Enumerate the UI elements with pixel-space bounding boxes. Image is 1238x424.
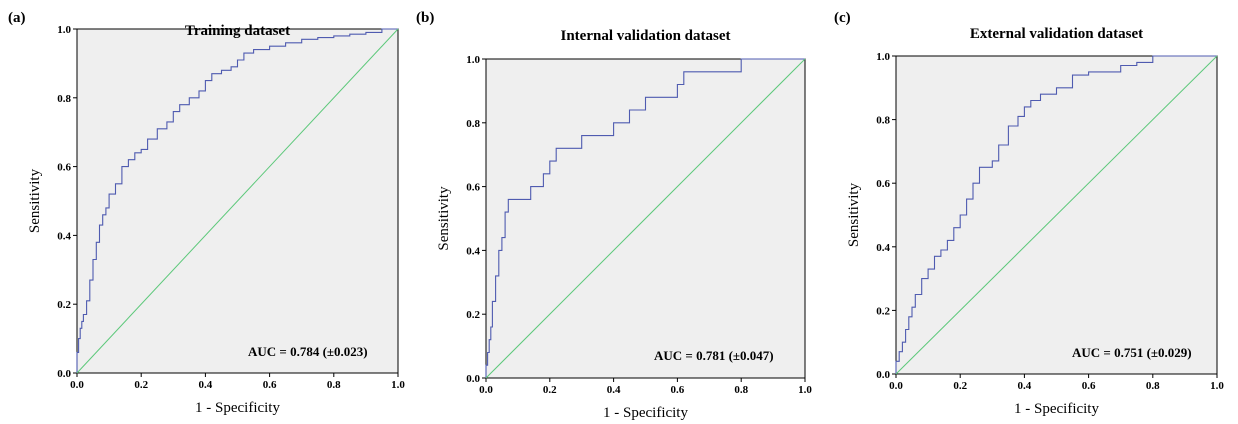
y-tick-label: 0.2 bbox=[57, 299, 71, 311]
x-tick-label: 0.0 bbox=[70, 379, 84, 391]
y-tick-label: 0.0 bbox=[466, 373, 480, 385]
roc-curve bbox=[485, 58, 805, 378]
y-axis-label: Sensitivity bbox=[27, 168, 43, 233]
auc-annotation: AUC = 0.781 (±0.047) bbox=[654, 348, 774, 363]
x-tick-label: 1.0 bbox=[1210, 380, 1224, 392]
x-tick-label: 0.0 bbox=[479, 384, 493, 396]
roc-curve bbox=[76, 28, 398, 373]
roc-panel-b: (b) Internal validation dataset 0.0 0.2 0.4 0… bbox=[416, 10, 812, 421]
y-tick-label: 0.8 bbox=[876, 115, 890, 127]
y-tick-label: 0.8 bbox=[466, 118, 480, 130]
y-tick-label: 0.6 bbox=[466, 182, 480, 194]
roc-panel-a: (a) Training dataset 0.0 0.2 0.4 0.6 0.8 1.0 0.0… bbox=[8, 10, 405, 416]
panel-letter: (b) bbox=[416, 10, 434, 26]
y-tick-label: 0.6 bbox=[876, 178, 890, 190]
x-tick-label: 0.2 bbox=[543, 384, 557, 396]
y-tick-label: 0.2 bbox=[876, 305, 890, 317]
x-tick-label: 0.6 bbox=[263, 379, 277, 391]
y-tick-label: 0.8 bbox=[57, 93, 71, 105]
x-axis-label: 1 - Specificity bbox=[603, 405, 688, 421]
roc-panel-c: (c) External validation dataset 0.0 0.2 0.4 0… bbox=[834, 10, 1224, 417]
y-axis-label: Sensitivity bbox=[846, 182, 862, 247]
x-tick-label: 0.4 bbox=[199, 379, 213, 391]
y-tick-label: 0.6 bbox=[57, 162, 71, 174]
x-tick-label: 0.8 bbox=[1146, 380, 1160, 392]
y-tick-label: 0.0 bbox=[57, 368, 71, 380]
roc-curve bbox=[895, 55, 1217, 374]
auc-annotation: AUC = 0.751 (±0.029) bbox=[1072, 345, 1192, 360]
x-tick-label: 0.6 bbox=[671, 384, 685, 396]
x-tick-label: 0.0 bbox=[889, 380, 903, 392]
panel-letter: (a) bbox=[8, 10, 26, 26]
chart-title: Internal validation dataset bbox=[560, 28, 730, 44]
y-tick-label: 0.0 bbox=[876, 369, 890, 381]
x-tick-label: 0.6 bbox=[1082, 380, 1096, 392]
x-tick-label: 0.4 bbox=[1018, 380, 1032, 392]
x-tick-label: 1.0 bbox=[798, 384, 812, 396]
chart-title: External validation dataset bbox=[970, 26, 1143, 42]
x-tick-label: 0.2 bbox=[953, 380, 967, 392]
reference-diagonal bbox=[76, 28, 399, 374]
y-tick-label: 0.4 bbox=[57, 230, 71, 242]
reference-diagonal bbox=[895, 55, 1218, 375]
y-tick-label: 0.4 bbox=[466, 245, 480, 257]
panel-letter: (c) bbox=[834, 10, 851, 26]
y-tick-label: 1.0 bbox=[57, 24, 71, 36]
y-tick-label: 1.0 bbox=[876, 51, 890, 63]
y-tick-label: 0.2 bbox=[466, 309, 480, 321]
auc-annotation: AUC = 0.784 (±0.023) bbox=[248, 344, 368, 359]
x-axis-label: 1 - Specificity bbox=[195, 400, 280, 416]
x-axis-label: 1 - Specificity bbox=[1014, 401, 1099, 417]
y-tick-label: 0.4 bbox=[876, 242, 890, 254]
reference-diagonal bbox=[485, 58, 806, 379]
x-tick-label: 0.8 bbox=[734, 384, 748, 396]
x-tick-label: 0.2 bbox=[134, 379, 148, 391]
x-tick-label: 1.0 bbox=[391, 379, 405, 391]
x-tick-label: 0.8 bbox=[327, 379, 341, 391]
y-tick-label: 1.0 bbox=[466, 54, 480, 66]
y-axis-label: Sensitivity bbox=[436, 186, 452, 251]
chart-title: Training dataset bbox=[185, 23, 290, 39]
x-tick-label: 0.4 bbox=[607, 384, 621, 396]
